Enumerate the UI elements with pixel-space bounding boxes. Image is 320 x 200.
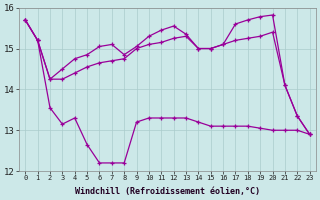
X-axis label: Windchill (Refroidissement éolien,°C): Windchill (Refroidissement éolien,°C)	[75, 187, 260, 196]
